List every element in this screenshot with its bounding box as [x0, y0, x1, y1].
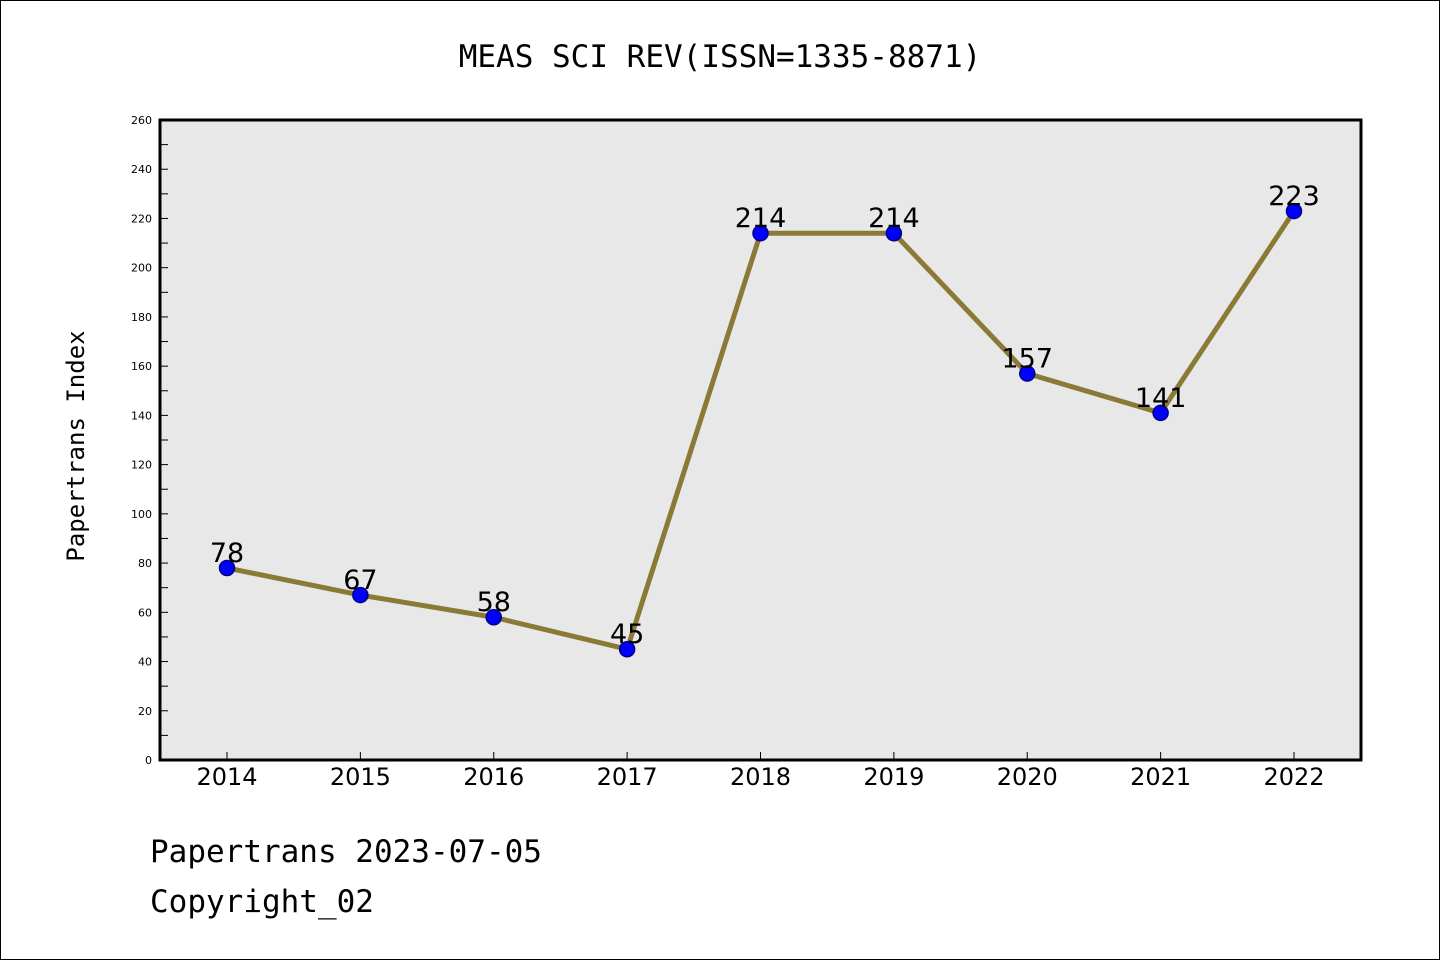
x-tick-label: 2020	[997, 763, 1058, 791]
footer-date: Papertrans 2023-07-05	[150, 834, 542, 870]
y-tick-label: 40	[138, 656, 152, 669]
x-axis: 2014 2015 2016 2017 2018 2019 2020 2021 2022	[196, 752, 1325, 791]
plot-border	[158, 118, 1363, 762]
data-labels: 78 67 58 45 214 214 157 141 223	[210, 181, 1320, 650]
y-tick-label: 100	[131, 508, 152, 521]
footer-copyright: Copyright_02	[150, 884, 374, 920]
x-tick-label: 2014	[196, 763, 257, 791]
y-tick-label: 240	[131, 163, 152, 176]
y-tick-label: 260	[131, 114, 152, 127]
data-point	[485, 608, 502, 626]
data-point	[618, 640, 636, 658]
y-tick-label: 20	[138, 705, 152, 718]
y-tick-label: 140	[131, 409, 152, 422]
data-point	[218, 559, 236, 577]
y-tick-label: 180	[131, 311, 152, 324]
data-point	[1019, 365, 1036, 382]
data-points	[218, 202, 1303, 658]
x-tick-label: 2022	[1263, 763, 1324, 791]
y-tick-label: 160	[131, 360, 152, 373]
y-tick-label: 120	[131, 459, 152, 472]
data-label: 141	[1135, 383, 1187, 414]
y-tick-label: 220	[131, 212, 152, 225]
data-label: 223	[1268, 181, 1320, 212]
chart-title: MEAS SCI REV(ISSN=1335-8871)	[459, 39, 982, 75]
data-label: 214	[735, 203, 787, 234]
x-tick-label: 2019	[863, 763, 924, 791]
data-point	[1152, 404, 1169, 422]
data-label: 45	[610, 619, 644, 650]
data-label: 67	[343, 565, 377, 596]
x-tick-label: 2015	[330, 763, 391, 791]
data-label: 214	[868, 203, 920, 234]
data-point	[752, 224, 769, 242]
y-tick-label: 200	[131, 262, 152, 275]
y-axis-label: Papertrans Index	[62, 330, 90, 561]
data-label: 58	[477, 587, 511, 618]
x-tick-label: 2017	[597, 763, 658, 791]
x-tick-label: 2018	[730, 763, 791, 791]
y-axis: 0 20 40 60 80 100 120 140 160 180 200 220 240 260	[131, 114, 168, 767]
data-label: 157	[1001, 344, 1053, 375]
y-tick-label: 0	[145, 754, 152, 767]
x-tick-label: 2021	[1130, 763, 1191, 791]
x-tick-label: 2016	[463, 763, 524, 791]
data-point	[1285, 202, 1303, 220]
data-point	[352, 586, 369, 604]
data-label: 78	[210, 538, 244, 569]
y-tick-label: 60	[138, 606, 152, 619]
y-tick-label: 80	[138, 557, 152, 570]
data-point	[885, 224, 903, 242]
